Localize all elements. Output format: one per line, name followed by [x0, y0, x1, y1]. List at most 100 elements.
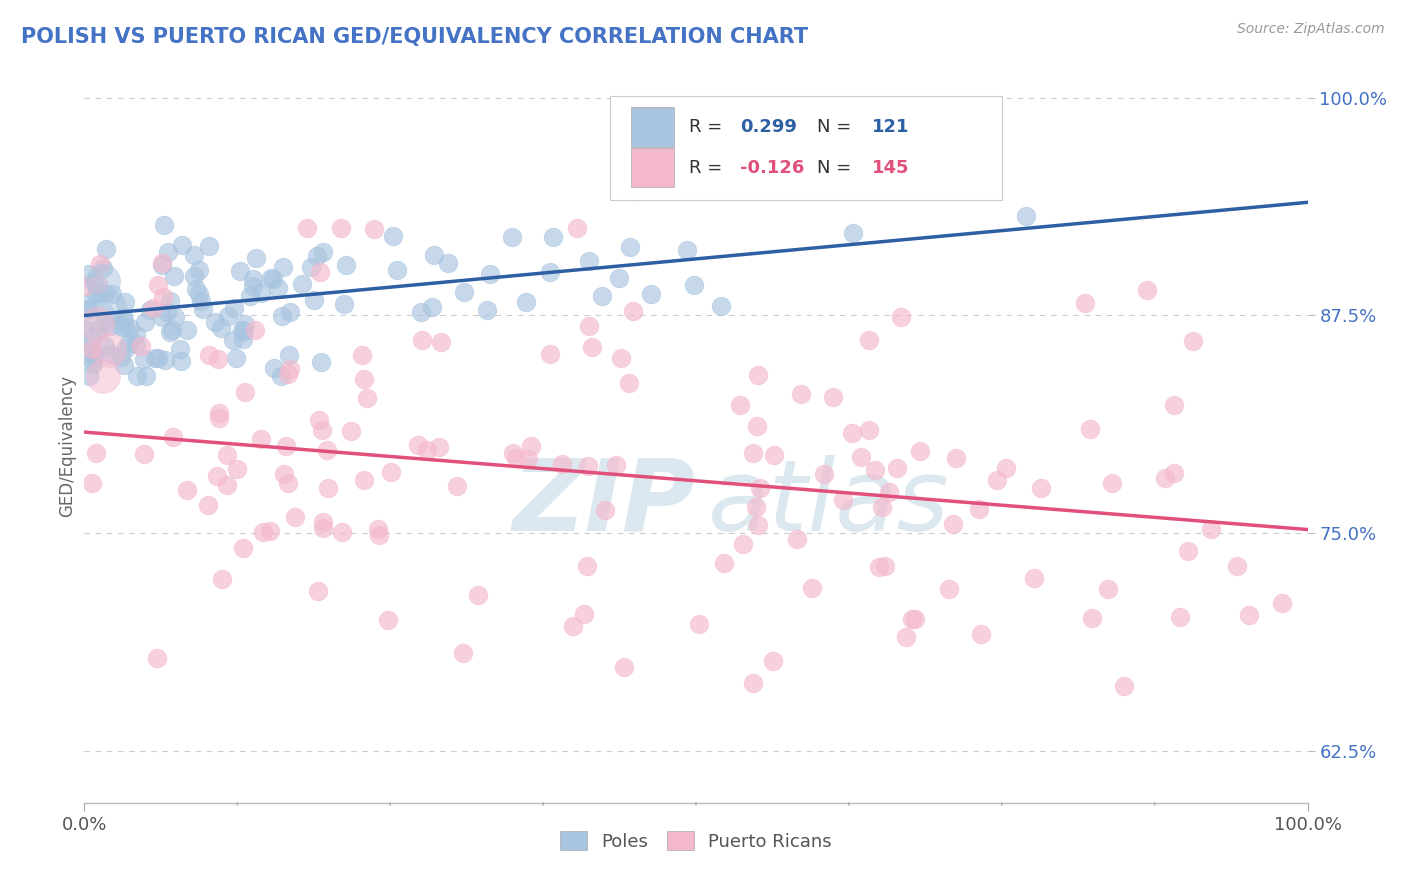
Point: [801, 582, 824, 596]
Point: [312, 521, 335, 535]
Point: [1177, 544, 1199, 558]
Point: [901, 612, 924, 626]
Point: [572, 607, 595, 622]
Point: [135, 369, 157, 384]
Point: [250, 286, 273, 301]
Point: [217, 310, 239, 324]
Point: [744, 500, 766, 515]
Point: [578, 318, 600, 333]
Point: [416, 442, 439, 457]
Point: [567, 221, 589, 235]
Point: [1112, 679, 1135, 693]
Point: [125, 328, 148, 343]
Point: [114, 294, 136, 309]
Point: [380, 465, 402, 479]
Point: [139, 302, 162, 317]
Point: [543, 230, 565, 244]
Point: [576, 459, 599, 474]
Point: [710, 299, 733, 313]
Point: [870, 500, 893, 514]
FancyBboxPatch shape: [631, 148, 673, 187]
Point: [127, 369, 149, 384]
Point: [270, 369, 292, 384]
Point: [607, 271, 630, 285]
Point: [176, 323, 198, 337]
Point: [207, 351, 229, 366]
Point: [169, 354, 191, 368]
Point: [713, 556, 735, 570]
Point: [156, 305, 179, 319]
Point: [475, 303, 498, 318]
Point: [501, 229, 523, 244]
Point: [1031, 482, 1053, 496]
Point: [385, 262, 408, 277]
Point: [841, 425, 863, 440]
Point: [197, 498, 219, 512]
Point: [143, 351, 166, 365]
Point: [115, 341, 138, 355]
Point: [271, 260, 294, 274]
Text: R =: R =: [689, 118, 728, 136]
Point: [423, 248, 446, 262]
Point: [229, 264, 252, 278]
Point: [150, 256, 173, 270]
Point: [312, 515, 335, 529]
Point: [613, 659, 636, 673]
Text: R =: R =: [689, 159, 728, 177]
Point: [786, 532, 808, 546]
Point: [350, 348, 373, 362]
Point: [86, 309, 108, 323]
Point: [967, 501, 990, 516]
Point: [93, 285, 115, 300]
Point: [278, 348, 301, 362]
Point: [578, 254, 600, 268]
Legend: Poles, Puerto Ricans: Poles, Puerto Ricans: [553, 824, 839, 858]
Point: [1201, 522, 1223, 536]
Point: [945, 450, 967, 465]
Point: [132, 447, 155, 461]
Point: [762, 448, 785, 462]
Point: [232, 332, 254, 346]
Point: [204, 315, 226, 329]
Point: [420, 300, 443, 314]
Point: [307, 249, 329, 263]
Point: [1078, 422, 1101, 436]
FancyBboxPatch shape: [610, 96, 1002, 200]
Point: [747, 368, 769, 382]
Point: [211, 572, 233, 586]
Point: [89, 257, 111, 271]
Point: [377, 614, 399, 628]
Point: [82, 275, 104, 289]
Point: [886, 460, 908, 475]
Point: [162, 323, 184, 337]
Point: [157, 245, 180, 260]
Point: [91, 369, 114, 384]
Point: [277, 475, 299, 490]
Point: [284, 509, 307, 524]
Point: [333, 297, 356, 311]
Point: [225, 351, 247, 365]
Point: [621, 304, 644, 318]
Point: [165, 310, 187, 324]
Point: [308, 265, 330, 279]
Point: [1015, 210, 1038, 224]
Point: [505, 450, 527, 465]
Point: [146, 651, 169, 665]
Point: [619, 240, 641, 254]
Point: [263, 272, 285, 286]
Point: [176, 483, 198, 497]
Point: [232, 541, 254, 555]
Point: [97, 343, 120, 358]
Point: [427, 440, 450, 454]
Point: [1153, 470, 1175, 484]
Point: [749, 481, 772, 495]
Point: [868, 560, 890, 574]
Point: [280, 304, 302, 318]
Point: [312, 245, 335, 260]
Point: [605, 458, 627, 472]
Point: [86, 317, 108, 331]
Point: [80, 343, 103, 358]
Point: [82, 357, 104, 371]
Point: [540, 346, 562, 360]
Point: [515, 295, 537, 310]
